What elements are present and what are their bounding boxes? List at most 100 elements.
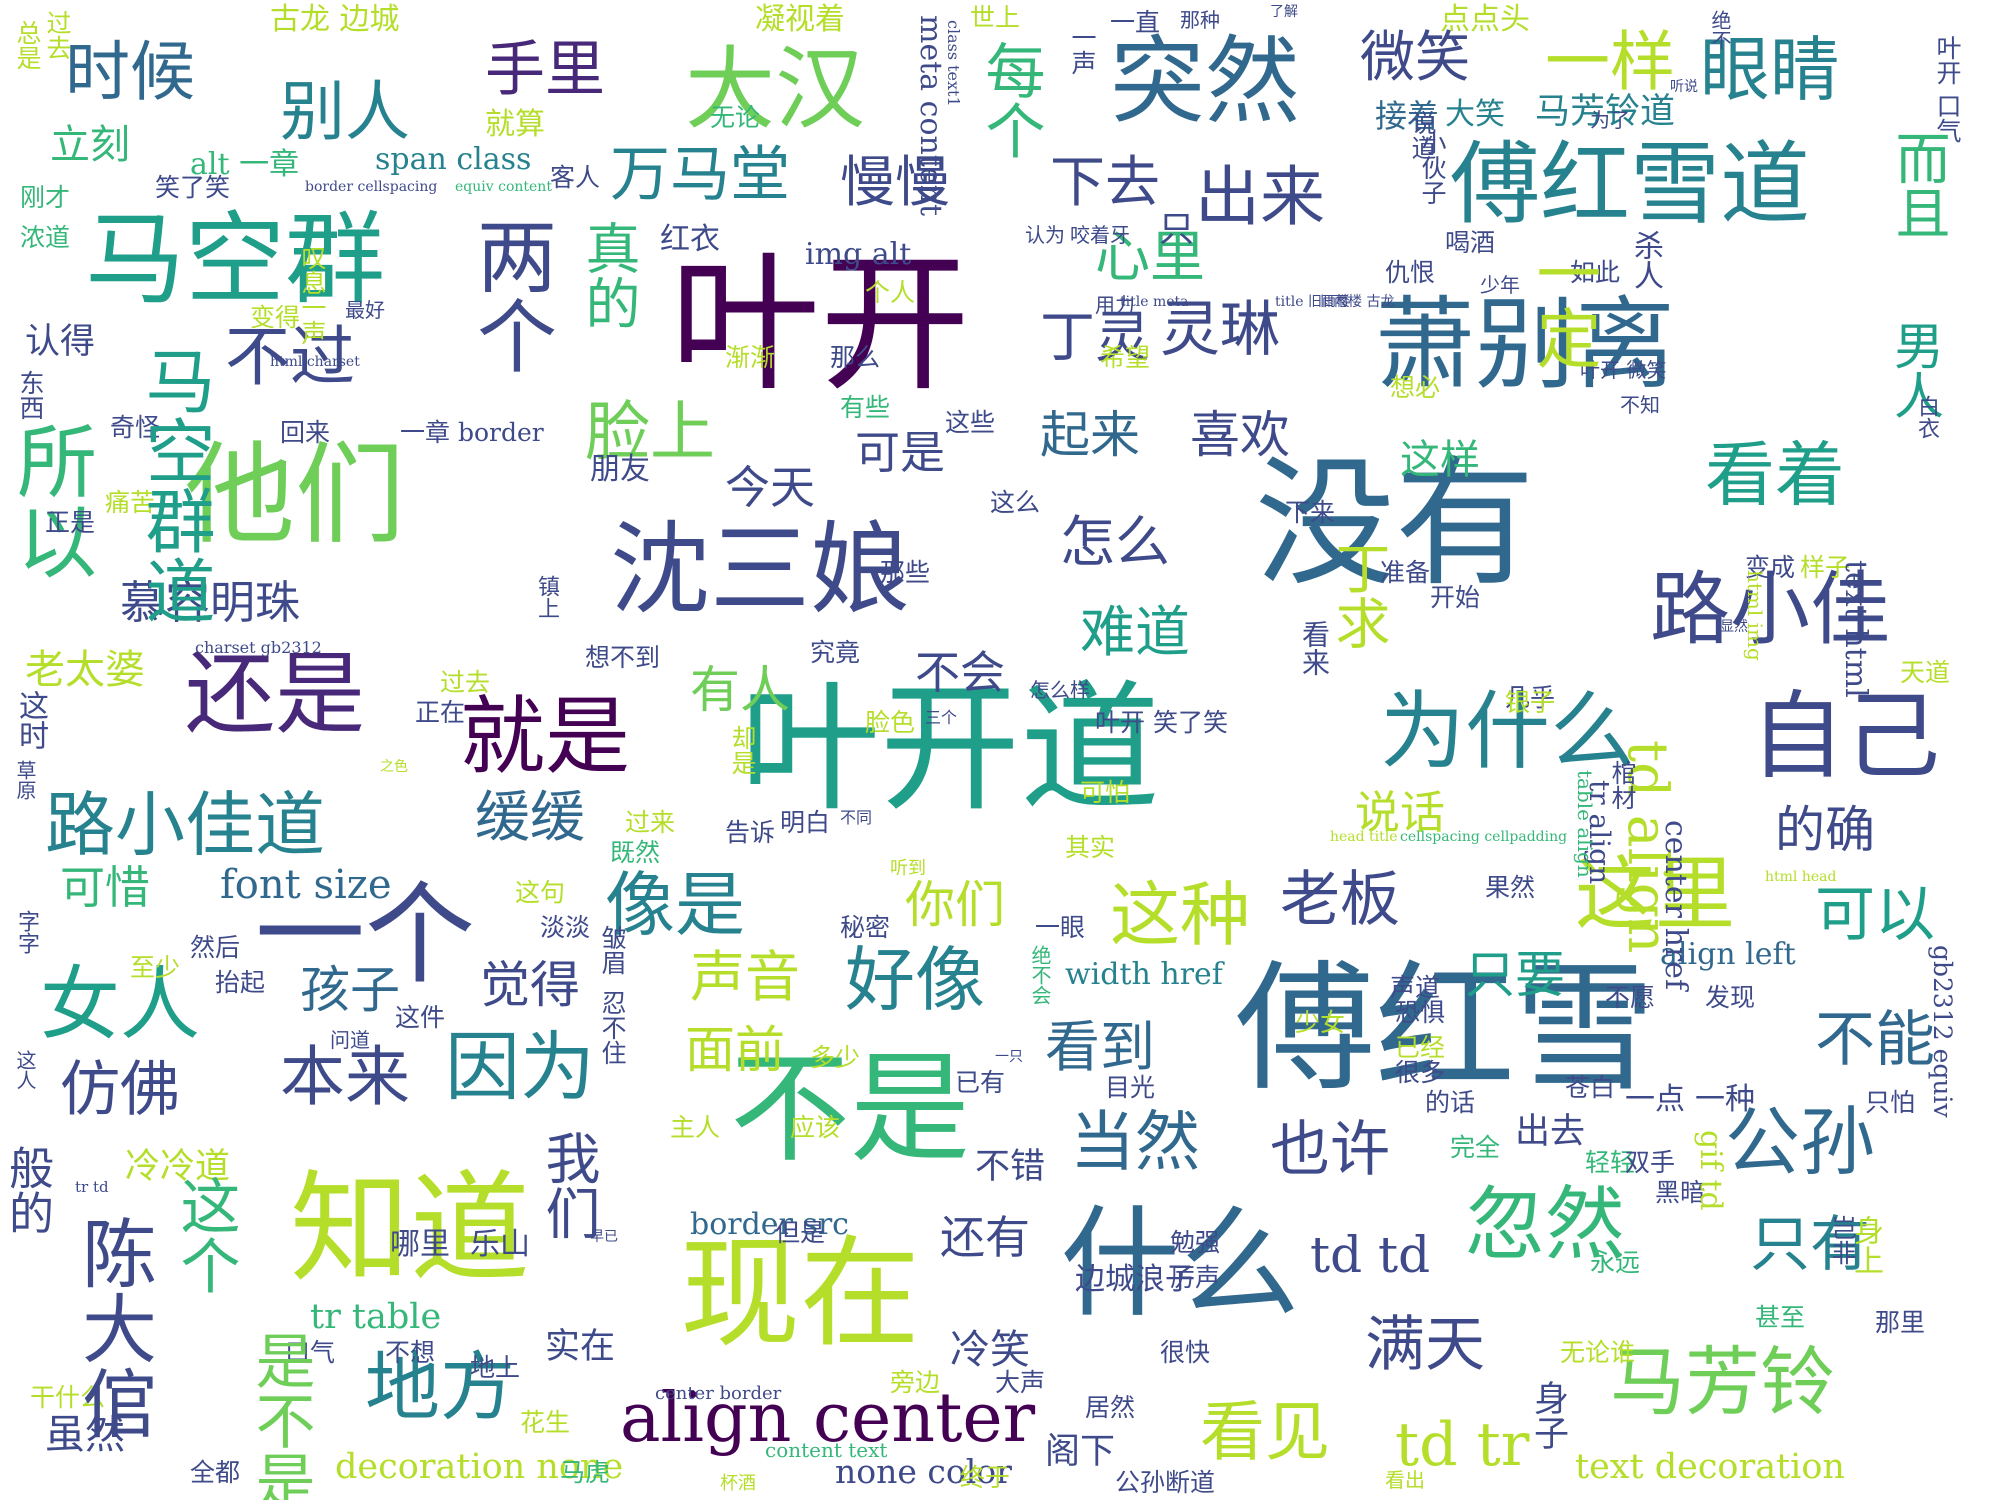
word: 可惜 — [60, 861, 151, 914]
word: 棺材 — [1608, 760, 1637, 810]
word: font size — [220, 862, 392, 908]
word: border cellspacing — [305, 179, 438, 195]
word: 一定 — [1525, 240, 1600, 370]
word: 实在 — [545, 1327, 616, 1367]
word: 萧别离 — [1375, 286, 1675, 403]
word: td td — [1310, 1226, 1431, 1284]
word: 其实 — [1065, 833, 1116, 862]
word: 不想 — [385, 1338, 436, 1367]
word: 傅红雪道 — [1450, 132, 1810, 237]
word: 下去 — [1050, 150, 1161, 214]
word: span class — [375, 142, 532, 177]
word: 叹息一声 — [298, 245, 327, 345]
word: 总是 — [13, 20, 42, 70]
word: 出去 — [1515, 1112, 1586, 1152]
word: 老太婆 — [25, 647, 145, 693]
word: 还有 — [940, 1211, 1031, 1264]
word: equiv content — [455, 179, 552, 195]
word: 甚至 — [1755, 1303, 1806, 1332]
word: 一章 border — [400, 418, 544, 447]
word: 傅红雪 — [1235, 948, 1656, 1111]
word: 眼睛 — [1700, 29, 1840, 111]
word: 这些 — [945, 408, 996, 437]
word: 叶开道 — [740, 668, 1161, 831]
word: 刚才 — [20, 183, 71, 212]
word: 开始 — [1430, 583, 1481, 612]
word: 公孙 — [1725, 1098, 1876, 1186]
word: 可是 — [855, 426, 946, 479]
word: 天道 — [1900, 658, 1951, 687]
word: 一种 — [1695, 1082, 1755, 1117]
word: align center — [620, 1379, 1036, 1458]
word: 看出 — [1385, 1468, 1425, 1492]
word: 几乎 — [1505, 683, 1556, 712]
word: 听到 — [890, 858, 926, 879]
word: 当然 — [1070, 1105, 1201, 1180]
word: none color — [835, 1452, 1012, 1491]
word: 少女 — [1295, 1008, 1346, 1037]
word: 沈三娘 — [610, 511, 910, 628]
word: 这样 — [1400, 437, 1480, 483]
word: 大声 — [995, 1368, 1046, 1397]
word: 声音 — [690, 945, 801, 1009]
word: 无论 — [710, 103, 761, 132]
word: 主人 — [670, 1113, 721, 1142]
word: 苍白 — [1565, 1073, 1616, 1102]
word: 听说 — [1670, 79, 1698, 95]
word: html head — [1765, 869, 1837, 885]
word: 恐惧 — [1395, 998, 1446, 1027]
word: 一样 — [1545, 25, 1676, 100]
word: 女人 — [40, 958, 200, 1051]
word: 杀人 — [1628, 230, 1663, 290]
word: 绝不 — [1708, 10, 1732, 50]
word: 抬起 — [215, 968, 266, 997]
word: 这个 — [170, 1175, 240, 1295]
word: 公孙断道 — [1115, 1468, 1216, 1497]
word: 只要 — [1465, 946, 1565, 1004]
word: 所以 — [4, 420, 97, 580]
word: 现在 — [680, 1225, 920, 1364]
word: td tr — [1395, 1410, 1530, 1480]
word: 了解 — [1270, 4, 1298, 20]
word: 变得 — [250, 303, 301, 332]
word: 路小佳道 — [45, 784, 325, 866]
word: 这种 — [1110, 874, 1250, 956]
word: 身上 — [1848, 1215, 1883, 1275]
word: 准备 — [1380, 558, 1431, 587]
word: 这时 — [13, 690, 48, 750]
word: class text1 — [944, 20, 963, 107]
word: 双手 — [1625, 1148, 1676, 1177]
word: 发现 — [1705, 983, 1756, 1012]
word: title meta — [1120, 294, 1189, 310]
word: 喝酒 — [1445, 228, 1496, 257]
word: 本来 — [280, 1040, 411, 1115]
word: text decoration — [1575, 1447, 1845, 1487]
word: 看着 — [1705, 434, 1845, 516]
word: table align — [1573, 770, 1597, 878]
word: 脸上 — [585, 395, 716, 470]
word: 叶开 口气 — [1933, 35, 1962, 143]
word: 虽然 — [45, 1412, 125, 1458]
word: 认得 — [25, 322, 96, 362]
word: 马空群 — [85, 201, 385, 318]
word: 勉强 — [1170, 1228, 1221, 1257]
word: center href — [1658, 820, 1693, 991]
word: 已经 — [1395, 1033, 1446, 1062]
word: 时候 — [65, 35, 196, 110]
word: 显然 — [1720, 619, 1748, 635]
word: 字字 — [14, 910, 39, 954]
word: 他们 — [185, 431, 405, 559]
word: 看到 — [1045, 1015, 1156, 1079]
word: 三个 — [925, 708, 958, 727]
word: 慕容明珠 — [120, 576, 301, 629]
word: width href — [1065, 957, 1223, 992]
word: 叶开 微笑 — [1580, 358, 1667, 382]
word: 淡淡 — [540, 913, 591, 942]
word: 目光 — [1105, 1073, 1156, 1102]
word: 杯酒 — [720, 1473, 756, 1494]
word: 为了 — [1590, 108, 1630, 132]
word: 果然 — [1485, 873, 1536, 902]
word: 过去 — [43, 10, 72, 60]
word: 知道 — [290, 1160, 530, 1299]
word: 就是 — [460, 688, 631, 787]
